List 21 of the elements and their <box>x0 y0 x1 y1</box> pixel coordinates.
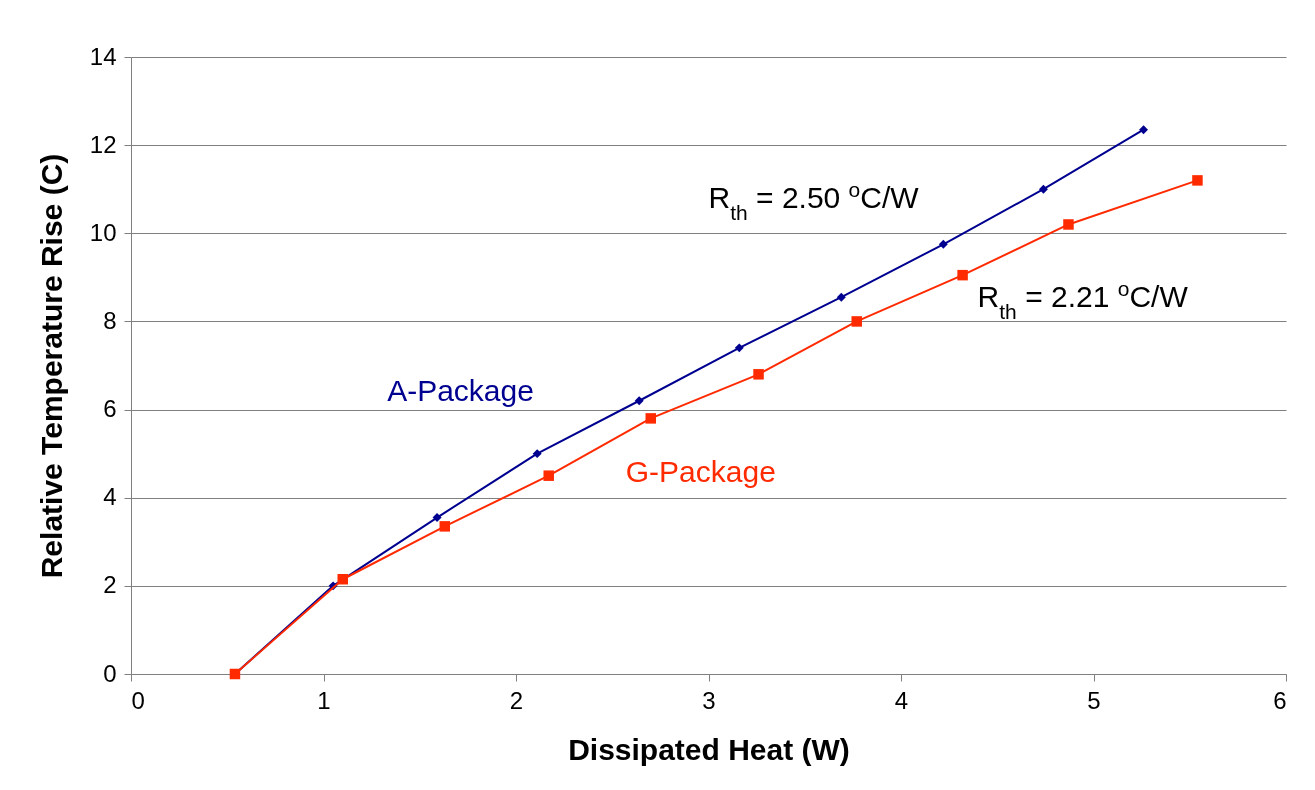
x-tick-label: 3 <box>702 686 716 714</box>
y-tick-label: 14 <box>89 42 117 70</box>
x-tick-label: 4 <box>894 686 909 714</box>
x-tick-label: 2 <box>509 686 524 714</box>
y-tick-label: 6 <box>103 395 117 423</box>
annotation: R$_{th}$ = 2.50 $^{o}$C/W <box>708 177 920 224</box>
annotation: R$_{th}$ = 2.21 $^{o}$C/W <box>977 276 1189 323</box>
y-tick-label: 10 <box>89 218 117 246</box>
series-label: A-Package <box>387 373 534 407</box>
series-label: G-Package <box>625 455 776 489</box>
y-tick-label: 0 <box>103 659 117 687</box>
x-axis-title: Dissipated Heat (W) <box>568 732 850 766</box>
x-tick-label: 0 <box>131 686 145 714</box>
x-tick-label: 1 <box>317 686 331 714</box>
x-tick-label: 6 <box>1273 686 1287 714</box>
y-axis-title: Relative Temperature Rise (C) <box>34 153 68 579</box>
x-tick-label: 5 <box>1087 686 1101 714</box>
y-tick-label: 4 <box>103 483 117 511</box>
y-tick-label: 2 <box>103 571 117 599</box>
y-tick-label: 8 <box>103 306 117 334</box>
y-tick-label: 12 <box>89 130 117 158</box>
